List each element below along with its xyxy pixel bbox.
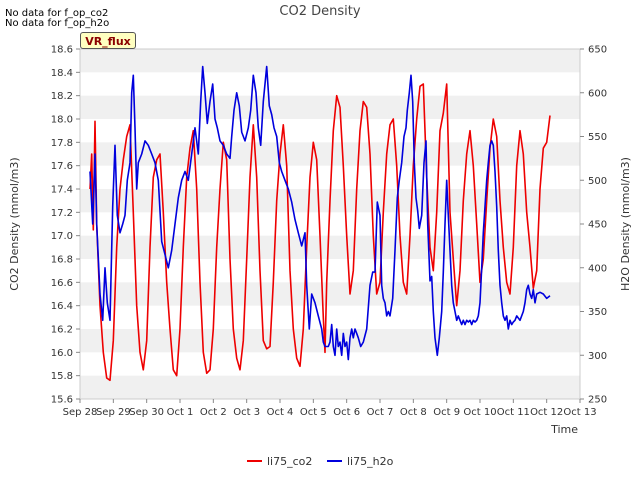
x-tick-label: Oct 10: [463, 407, 496, 418]
x-tick-label: Oct 6: [333, 407, 360, 418]
y-tick-label: 18.2: [51, 91, 73, 102]
y-axis-label: CO2 Density (mmol/m3): [8, 157, 21, 290]
y2-tick-label: 550: [588, 132, 607, 143]
grid-band: [80, 49, 580, 73]
y-tick-label: 18.4: [51, 68, 73, 79]
y2-tick-label: 450: [588, 220, 607, 231]
chart-title: CO2 Density: [279, 4, 360, 19]
y-tick-label: 16.8: [51, 255, 73, 266]
x-tick-label: Sep 28: [63, 407, 98, 418]
x-tick-label: Oct 9: [433, 407, 460, 418]
y-tick-label: 17.2: [51, 208, 73, 219]
no-data-note-h2o: No data for f_op_h2o: [5, 18, 110, 29]
y2-tick-label: 400: [588, 263, 607, 274]
y2-tick-label: 650: [588, 45, 607, 56]
x-tick-label: Oct 1: [167, 407, 194, 418]
legend-label-co2: li75_co2: [267, 455, 312, 468]
series-group: [89, 65, 551, 382]
y-tick-label: 16.6: [51, 278, 73, 289]
grid-band: [80, 375, 580, 399]
grid-band: [80, 235, 580, 259]
legend-label-h2o: li75_h2o: [347, 455, 394, 468]
y-tick-label: 17.8: [51, 138, 73, 149]
no-data-note-co2: No data for f_op_co2: [5, 8, 109, 19]
y-tick-label: 17.4: [51, 185, 73, 196]
x-tick-label: Oct 11: [497, 407, 530, 418]
y-tick-label: 16.0: [51, 348, 73, 359]
x-tick-label: Oct 4: [267, 407, 294, 418]
y-axis-ticks: 15.6 15.8 16.0 16.2 16.4 16.6 16.8 17.0 17.2 17.4…: [51, 45, 80, 406]
legend: li75_co2 li75_h2o: [247, 455, 394, 468]
y2-axis-ticks: 250 300 350 400 450 500 550 600 650: [580, 45, 607, 406]
vr-flux-badge: VR_flux: [80, 32, 136, 49]
y2-tick-label: 250: [588, 395, 607, 406]
y2-axis-label: H2O Density (mmol/m3): [619, 157, 632, 291]
y-tick-label: 17.6: [51, 161, 73, 172]
grid-band: [80, 95, 580, 119]
y-tick-label: 18.0: [51, 115, 73, 126]
x-tick-label: Oct 12: [530, 407, 563, 418]
y2-tick-label: 600: [588, 88, 607, 99]
y-tick-label: 18.6: [51, 45, 73, 56]
grid-band: [80, 142, 580, 166]
series-line-co2: [89, 83, 551, 382]
y-tick-label: 16.4: [51, 301, 73, 312]
y-tick-label: 15.6: [51, 395, 73, 406]
y2-tick-label: 500: [588, 176, 607, 187]
grid-bands: [80, 49, 580, 399]
x-tick-label: Oct 2: [200, 407, 227, 418]
x-tick-label: Oct 5: [300, 407, 327, 418]
x-tick-label: Oct 8: [400, 407, 427, 418]
x-tick-label: Oct 13: [563, 407, 596, 418]
y-tick-label: 16.2: [51, 325, 73, 336]
x-tick-label: Oct 3: [233, 407, 260, 418]
x-tick-label: Sep 29: [96, 407, 131, 418]
series-line-h2o: [89, 65, 551, 361]
grid-band: [80, 282, 580, 306]
y-tick-label: 17.0: [51, 231, 73, 242]
y2-tick-label: 300: [588, 351, 607, 362]
y2-tick-label: 350: [588, 307, 607, 318]
x-axis-label: Time: [550, 423, 578, 436]
y-tick-label: 15.8: [51, 371, 73, 382]
x-tick-label: Oct 7: [367, 407, 394, 418]
x-tick-label: Sep 30: [129, 407, 164, 418]
